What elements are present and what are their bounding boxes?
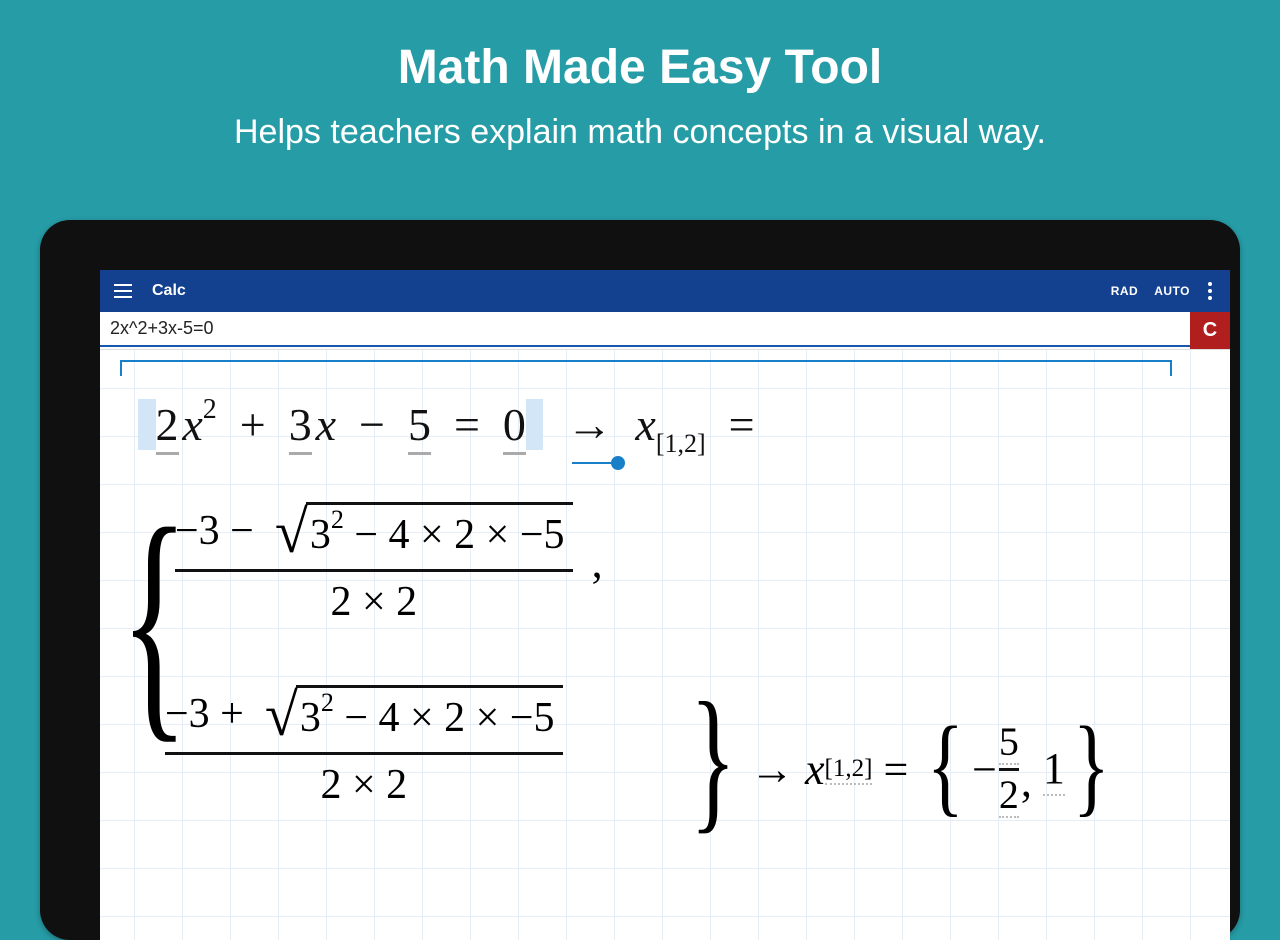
expression-input[interactable]: 2x^2+3x-5=0 [100, 312, 1190, 347]
app-bar: Calc RAD AUTO [100, 270, 1230, 312]
promo-subtitle: Helps teachers explain math concepts in … [0, 95, 1280, 152]
app-title: Calc [152, 282, 186, 300]
result-expression: → x[1,2] = { − 5 2 , 1 } [750, 720, 1118, 819]
menu-icon[interactable] [108, 276, 138, 306]
angle-mode-button[interactable]: RAD [1103, 284, 1147, 298]
math-canvas[interactable]: 2 x2 + 3 x − 5 = 0 → x[1,2] = { −3 − √ [100, 350, 1230, 940]
right-brace: } [690, 678, 736, 838]
promo-title: Math Made Easy Tool [0, 0, 1280, 95]
overflow-menu-icon[interactable] [1198, 276, 1222, 306]
tablet-frame: Calc RAD AUTO 2x^2+3x-5=0 C 2 x2 + 3 x −… [40, 220, 1240, 940]
equation-slider-handle[interactable] [572, 462, 618, 464]
clear-button[interactable]: C [1190, 312, 1230, 349]
quadratic-solution-1: −3 − √ 32 − 4 × 2 × −5 2 × 2 , [175, 502, 573, 626]
input-row: 2x^2+3x-5=0 C [100, 312, 1230, 350]
app-screen: Calc RAD AUTO 2x^2+3x-5=0 C 2 x2 + 3 x −… [100, 270, 1230, 940]
scale-mode-button[interactable]: AUTO [1146, 284, 1198, 298]
selection-bracket [120, 360, 1172, 376]
equation-line-1: 2 x2 + 3 x − 5 = 0 → x[1,2] = [138, 394, 755, 459]
quadratic-solution-2: −3 + √ 32 − 4 × 2 × −5 2 × 2 [165, 685, 563, 809]
